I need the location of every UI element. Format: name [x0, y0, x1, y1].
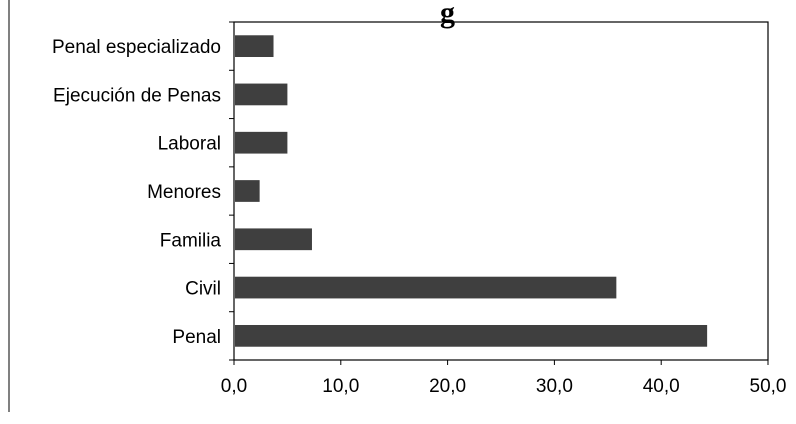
- category-label: Laboral: [158, 134, 221, 155]
- bar: [235, 228, 312, 251]
- x-tick-label: 10,0: [322, 376, 359, 397]
- category-label: Penal especializado: [52, 37, 221, 58]
- x-tick-label: 20,0: [429, 376, 466, 397]
- category-label: Ejecución de Penas: [53, 85, 221, 106]
- bar: [235, 83, 288, 106]
- x-tick-label: 0,0: [221, 376, 247, 397]
- category-label: Penal: [172, 327, 221, 348]
- bar: [235, 35, 274, 58]
- plot-area-frame: [233, 21, 769, 361]
- bar: [235, 131, 288, 154]
- bar: [235, 324, 708, 347]
- x-tick-label: 50,0: [750, 376, 787, 397]
- x-tick-label: 30,0: [536, 376, 573, 397]
- bar: [235, 276, 617, 299]
- bar: [235, 180, 260, 202]
- chart-title-fragment: g: [440, 0, 455, 29]
- category-label: Familia: [160, 230, 222, 251]
- x-tick-label: 40,0: [643, 376, 680, 397]
- category-label: Menores: [147, 182, 221, 203]
- category-label: Civil: [185, 279, 221, 300]
